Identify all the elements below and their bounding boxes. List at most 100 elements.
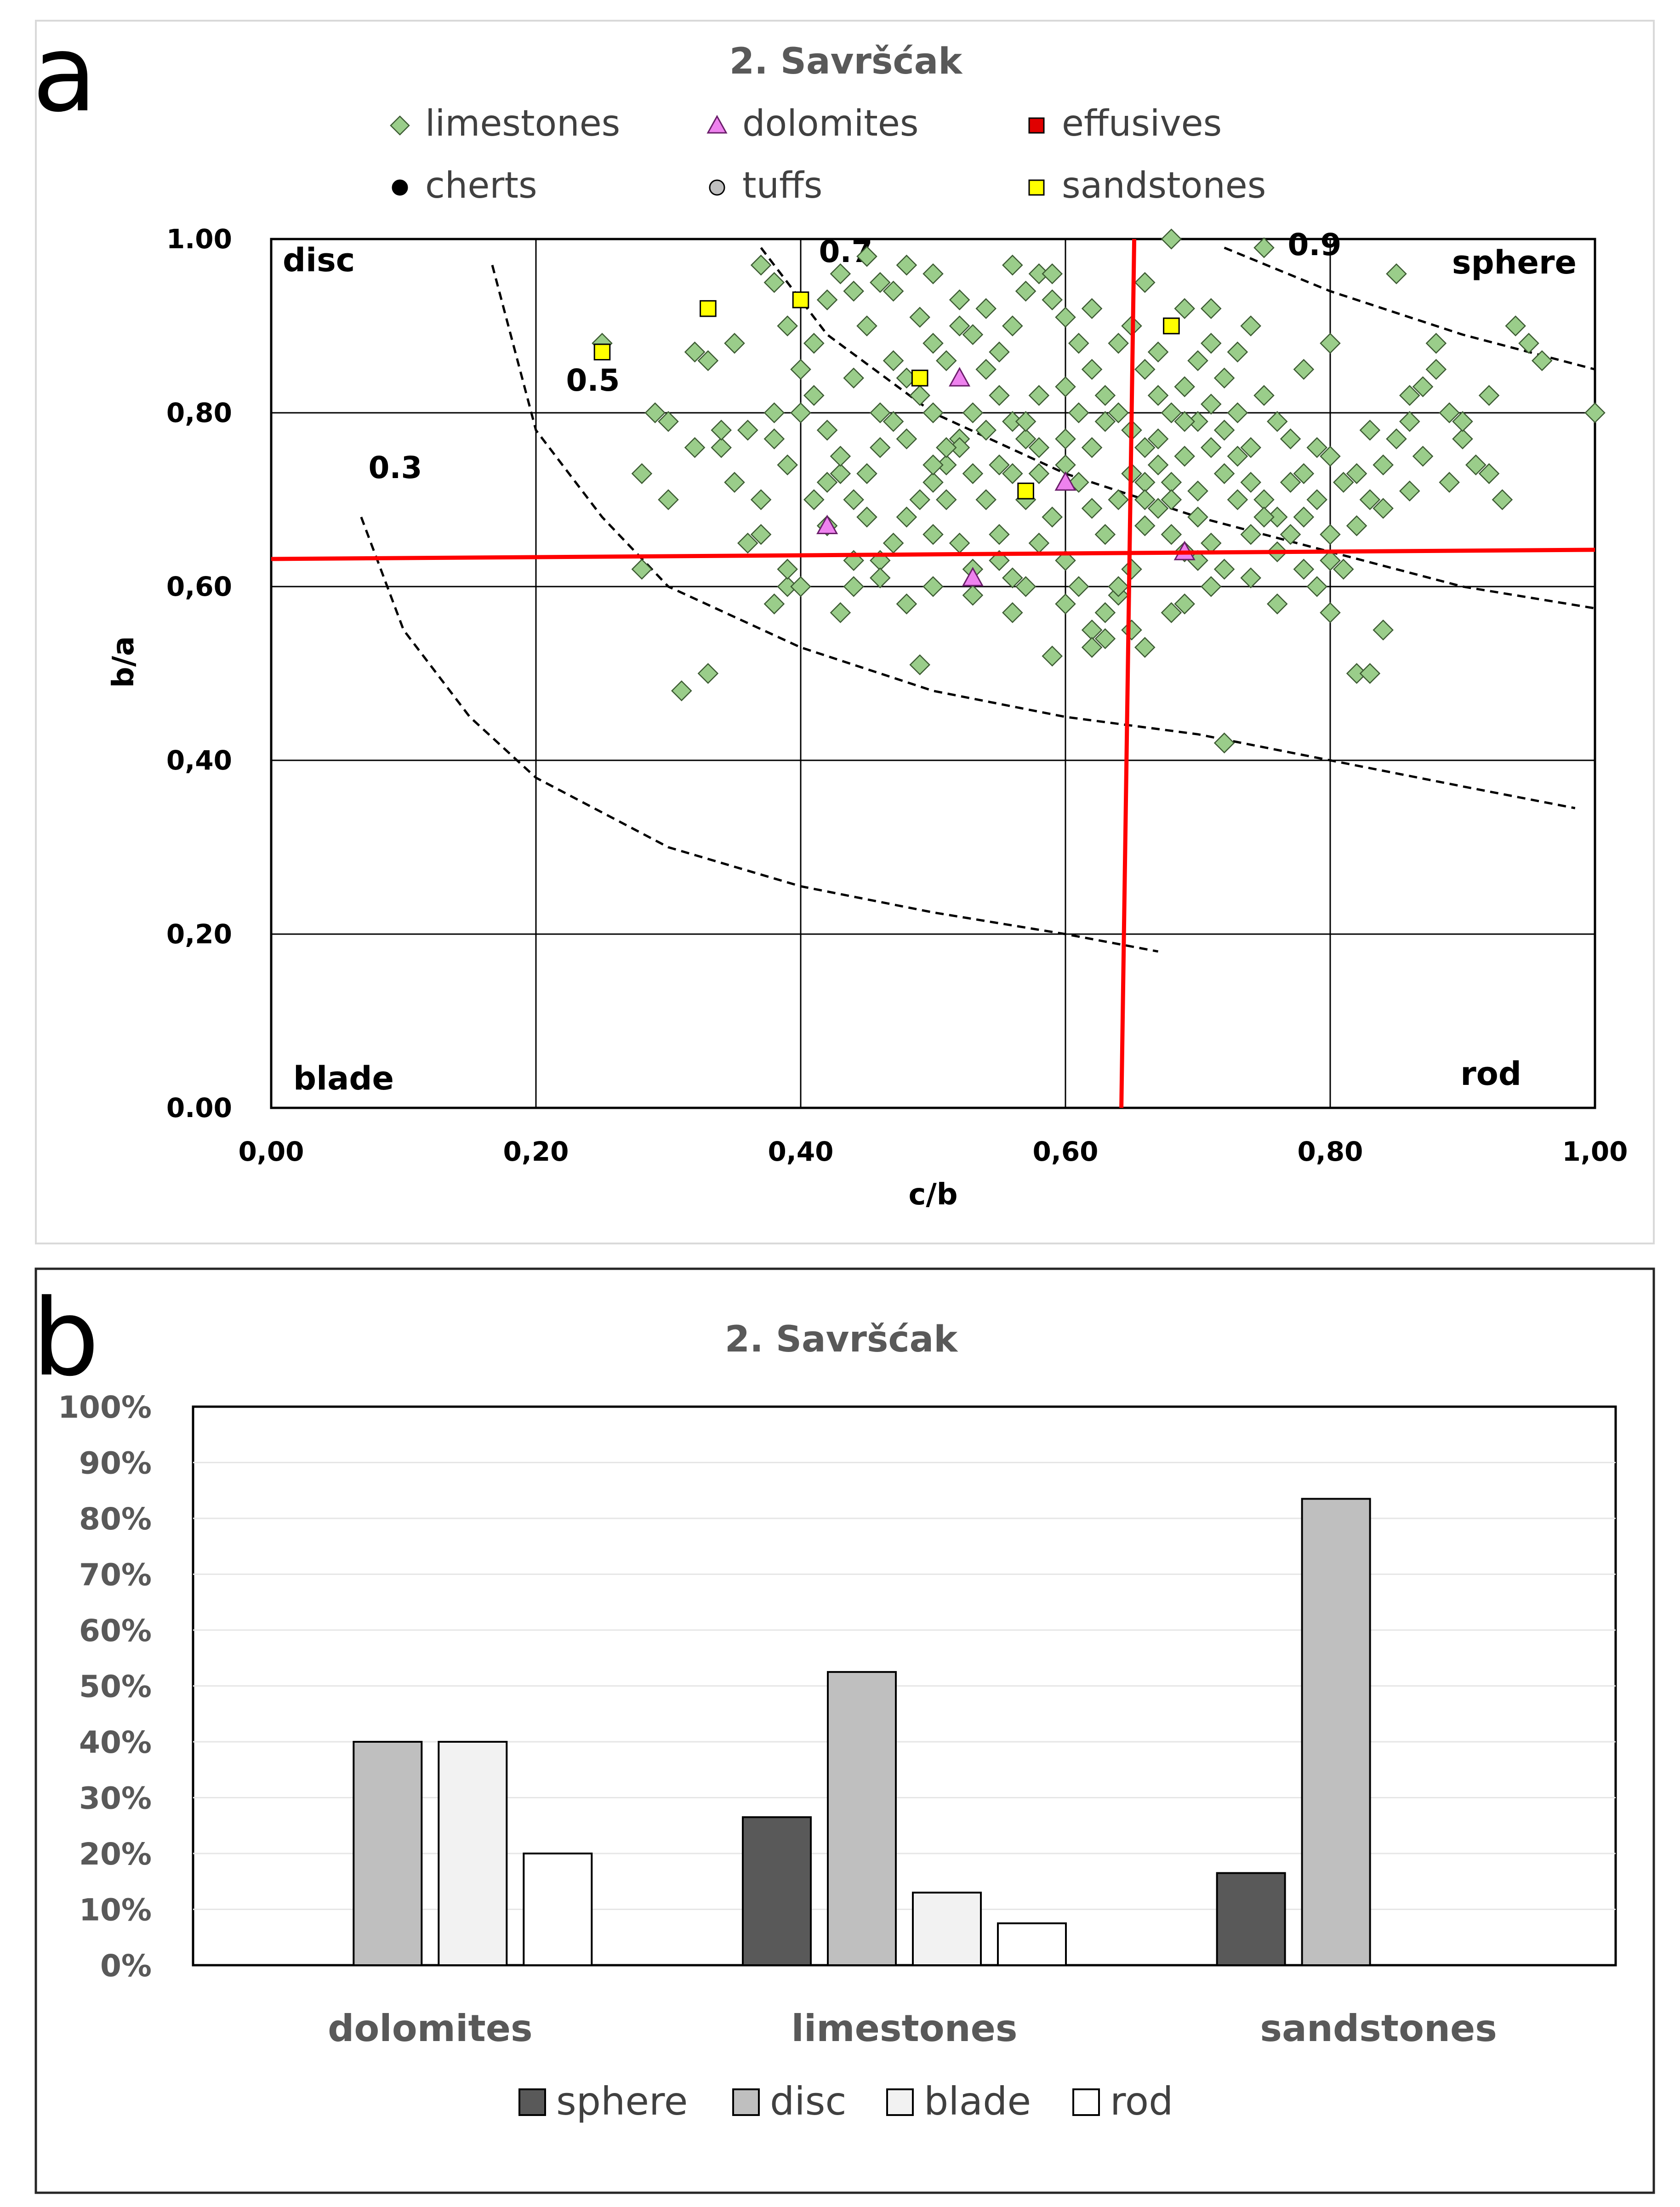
limestones-point: [830, 602, 851, 623]
limestones-point: [962, 463, 984, 485]
limestones-point: [1492, 489, 1513, 510]
limestones-point: [923, 524, 944, 545]
y-tick-label: 0,60: [166, 571, 232, 602]
limestones-point: [909, 307, 930, 328]
limestones-point: [1399, 480, 1420, 502]
limestones-point: [1002, 463, 1023, 485]
limestones-point: [1015, 280, 1036, 302]
legend-swatch-blade: [886, 2088, 914, 2116]
limestones-point: [1094, 411, 1116, 432]
limestones-point: [1081, 637, 1103, 658]
limestones-point: [1187, 480, 1208, 502]
dolomites-point: [816, 514, 838, 534]
limestones-point: [830, 463, 851, 485]
limestones-point: [1134, 637, 1156, 658]
legend-label-sandstones: sandstones: [1062, 165, 1266, 206]
limestones-point: [856, 246, 877, 267]
limestones-point: [1174, 298, 1195, 319]
limestones-point: [777, 559, 798, 580]
x-tick-label: 0,00: [238, 1136, 304, 1167]
limestones-point: [1094, 628, 1116, 650]
limestones-point: [711, 420, 732, 441]
limestones-point: [1280, 472, 1301, 493]
legend-label-limestones: limestones: [425, 103, 620, 144]
panel-b-ticks: 0% 10% 20% 30% 40% 50% 60% 70% 80% 90% 100% dolomit…: [58, 1390, 1497, 2050]
limestones-point: [1068, 333, 1089, 354]
limestones-point: [1134, 359, 1156, 380]
panel-a-plot-frame: [270, 238, 1596, 1109]
legend-marker-cherts: [392, 179, 408, 196]
limestones-point: [1081, 498, 1103, 519]
sandstones-point: [593, 343, 611, 361]
limestones-point: [923, 402, 944, 423]
y-tick-label: 90%: [79, 1446, 152, 1481]
limestones-point: [843, 367, 864, 389]
limestones-point: [949, 315, 970, 336]
panel-a-y-axis-label: b/a: [107, 636, 141, 688]
limestones-point: [1240, 567, 1261, 588]
limestones-point: [1042, 263, 1063, 285]
iso-curve-label: 0.9: [1288, 227, 1342, 262]
limestones-point: [936, 350, 957, 371]
limestones-point: [1121, 559, 1142, 580]
bar-sphere-sandstones: [1216, 1872, 1286, 1966]
limestones-point: [1253, 237, 1275, 258]
dolomites-point: [962, 567, 984, 587]
limestones-point: [790, 576, 811, 597]
limestones-point: [1015, 576, 1036, 597]
limestones-point: [1306, 576, 1327, 597]
limestones-point: [962, 585, 984, 606]
limestones-point: [909, 654, 930, 675]
limestones-point: [671, 680, 692, 701]
limestones-point: [1147, 341, 1169, 363]
bar-rod-dolomites: [523, 1853, 593, 1966]
limestones-point: [936, 437, 957, 458]
limestones-point: [923, 454, 944, 476]
x-tick-label: 0,20: [503, 1136, 569, 1167]
iso-curve-0.3: [360, 516, 1159, 953]
limestones-point: [1055, 428, 1076, 450]
limestones-point: [843, 489, 864, 510]
limestones-point: [658, 411, 679, 432]
legend-label-sphere: sphere: [556, 2079, 688, 2124]
limestones-point: [803, 385, 825, 406]
limestones-point: [1108, 489, 1129, 510]
limestones-point: [896, 428, 917, 450]
limestones-point: [644, 402, 666, 423]
x-tick-label: 1,00: [1562, 1136, 1628, 1167]
category-label-sandstones: sandstones: [1260, 2007, 1497, 2050]
legend-marker-dolomites: [706, 114, 728, 134]
panel-b-plot-area: 0% 10% 20% 30% 40% 50% 60% 70% 80% 90% 100% dolomit…: [58, 1390, 1617, 2050]
limestones-point: [1346, 515, 1367, 536]
limestones-point: [631, 559, 653, 580]
bar-blade-limestones: [912, 1892, 982, 1966]
limestones-point: [870, 402, 891, 423]
limestones-point: [1174, 411, 1195, 432]
legend-swatch-rod: [1072, 2088, 1100, 2116]
limestones-point: [1240, 524, 1261, 545]
panel-b-legend: sphere disc blade rod: [518, 2079, 1173, 2124]
limestones-point: [1201, 437, 1222, 458]
limestones-point: [750, 489, 772, 510]
limestones-point: [1320, 550, 1341, 571]
limestones-point: [989, 454, 1010, 476]
limestones-point: [1293, 559, 1315, 580]
limestones-point: [790, 402, 811, 423]
limestones-point: [1518, 333, 1539, 354]
y-tick-label: 100%: [58, 1390, 152, 1425]
limestones-point: [763, 428, 785, 450]
sandstones-point: [792, 291, 809, 308]
limestones-point: [1293, 507, 1315, 528]
limestones-point: [1227, 341, 1248, 363]
y-tick-label: 60%: [79, 1613, 152, 1648]
limestones-point: [724, 472, 745, 493]
iso-curve-label: 0.5: [566, 363, 620, 398]
legend-marker-tuffs: [709, 179, 725, 196]
limestones-point: [1306, 437, 1327, 458]
limestones-point: [1320, 602, 1341, 623]
limestones-point: [1002, 315, 1023, 336]
category-label-limestones: limestones: [791, 2007, 1017, 2050]
limestones-point: [1505, 315, 1526, 336]
panel-b-letter: b: [32, 1277, 99, 1400]
